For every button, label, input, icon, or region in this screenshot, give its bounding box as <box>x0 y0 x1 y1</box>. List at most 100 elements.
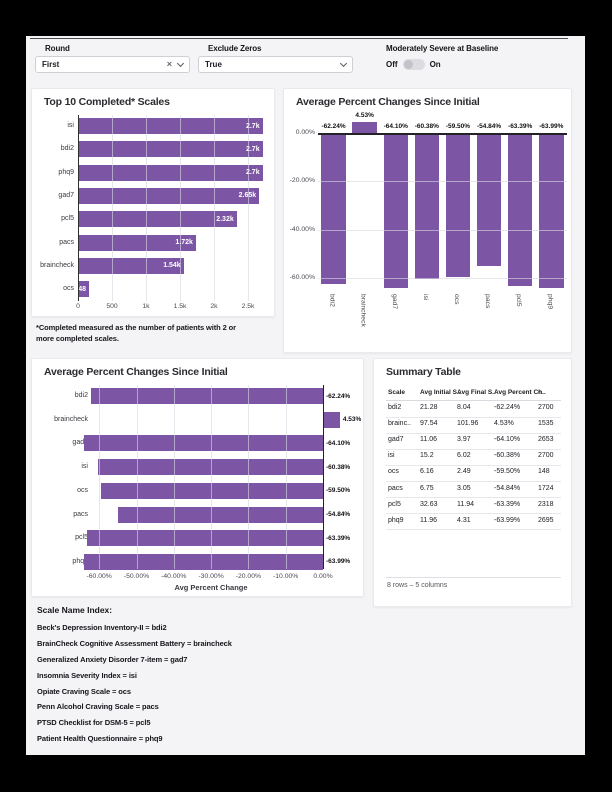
bar[interactable] <box>414 133 440 280</box>
summary-table-card: Summary Table Scale Avg Initial S.. Avg Fi… <box>373 358 572 607</box>
bar[interactable] <box>321 133 346 284</box>
table-cell: 15.2 <box>420 452 434 460</box>
bar[interactable] <box>90 388 323 404</box>
x-tick-label: bdi2 <box>328 294 336 307</box>
bar[interactable] <box>323 411 340 428</box>
bar-value-label: -54.84% <box>476 123 502 130</box>
table-cell: 6.75 <box>420 484 434 492</box>
zero-line <box>323 385 324 569</box>
bar[interactable]: 2.7k <box>79 118 263 134</box>
bar[interactable] <box>86 530 323 547</box>
round-dropdown-value: First <box>42 60 60 69</box>
bar-value-label: -62.24% <box>326 392 351 400</box>
bar[interactable]: 2.7k <box>79 141 263 158</box>
exclude-zeros-label: Exclude Zeros <box>208 44 262 53</box>
bar-value-label: 4.53% <box>355 112 374 120</box>
y-tick-label: 0.00% <box>295 129 315 136</box>
chevron-down-icon[interactable] <box>339 59 348 68</box>
baseline-severity-label: Moderately Severe at Baseline <box>386 44 499 53</box>
row-separator <box>386 432 561 434</box>
x-tick-label: pcl5 <box>515 294 523 307</box>
x-tick-label: -40.00% <box>161 573 187 580</box>
gridline <box>248 115 249 301</box>
y-tick-label: phq9 <box>58 168 74 176</box>
chart-title: Top 10 Completed* Scales <box>44 96 170 108</box>
table-cell: bdi2 <box>388 404 402 411</box>
table-header-cell: Avg Final S.. <box>457 389 496 396</box>
table-cell: isi <box>388 452 395 460</box>
table-cell: 2318 <box>538 500 554 508</box>
clear-icon[interactable]: × <box>166 59 172 69</box>
bar[interactable] <box>97 459 323 476</box>
header-divider <box>30 38 568 39</box>
dashboard-page: Round First × Exclude Zeros True Moderat… <box>26 36 585 755</box>
bar[interactable] <box>383 133 408 289</box>
bar[interactable] <box>507 133 533 287</box>
index-item: BrainCheck Cognitive Assessment Battery … <box>37 638 232 648</box>
gridline <box>318 229 567 231</box>
y-tick-label: gad7 <box>72 439 88 447</box>
bar[interactable] <box>84 553 323 570</box>
completed-footnote: *Completed measured as the number of pat… <box>36 323 236 343</box>
bar[interactable]: 148 <box>79 281 90 298</box>
x-tick-label: -50.00% <box>123 573 150 580</box>
x-tick-label: braincheck <box>359 294 367 327</box>
bar-value-label: -54.84% <box>326 511 351 518</box>
table-cell: 8.04 <box>457 404 471 411</box>
bar[interactable] <box>539 133 564 288</box>
round-dropdown[interactable]: First × <box>35 56 190 73</box>
table-cell: 4.31 <box>457 516 471 524</box>
x-tick-label: 2.5k <box>241 303 255 310</box>
bar[interactable] <box>118 506 323 523</box>
x-tick-label: isi <box>421 294 429 301</box>
toggle-knob-icon <box>403 60 413 69</box>
y-tick-label: braincheck <box>40 261 74 269</box>
chevron-down-icon[interactable] <box>176 59 185 68</box>
row-separator <box>386 464 561 466</box>
bar[interactable] <box>83 435 323 452</box>
gridline <box>173 385 175 569</box>
x-tick-label: -20.00% <box>235 573 262 580</box>
bar[interactable]: 2.65k <box>79 187 260 204</box>
gridline <box>146 115 147 301</box>
row-separator <box>386 497 561 498</box>
gridline <box>318 278 567 280</box>
bar-value-label: 4.53% <box>342 416 362 424</box>
y-tick-label: -40.00% <box>289 225 315 233</box>
y-tick-label: gad7 <box>58 191 74 199</box>
exclude-zeros-dropdown-value: True <box>205 60 222 69</box>
bar[interactable]: 2.7k <box>79 164 263 181</box>
baseline-toggle[interactable] <box>402 59 425 70</box>
chart-title: Average Percent Changes Since Initial <box>44 366 228 378</box>
y-tick-label: -20.00% <box>289 177 315 185</box>
bar[interactable] <box>445 133 471 277</box>
pct-change-horizontal-chart: -60.00% -50.00% -40.00% -30.00% -20.00% -10.0… <box>32 359 363 596</box>
gridline <box>214 115 215 301</box>
y-tick-label: pacs <box>59 238 74 246</box>
bar[interactable]: 2.32k <box>79 211 237 228</box>
x-tick-label: 1.5k <box>173 303 187 310</box>
index-item: Opiate Craving Scale = ocs <box>37 686 131 696</box>
bar[interactable]: 1.54k <box>79 257 184 274</box>
exclude-zeros-dropdown[interactable]: True <box>198 56 353 73</box>
table-cell: 11.96 <box>420 516 437 524</box>
bar-value-label: -63.39% <box>326 534 351 542</box>
bar[interactable]: 1.72k <box>79 234 196 251</box>
zero-line <box>318 133 567 135</box>
x-tick-label: 500 <box>106 303 118 310</box>
bar[interactable] <box>352 122 377 133</box>
table-cell: -60.38% <box>494 452 521 460</box>
row-separator <box>386 529 561 531</box>
table-cell: phq9 <box>388 516 404 524</box>
toggle-on-label: On <box>429 60 441 69</box>
table-cell: 21.28 <box>420 404 438 411</box>
table-cell: 101.96 <box>457 420 479 428</box>
table-cell: 148 <box>538 468 550 476</box>
gridline <box>318 181 567 183</box>
pct-change-vertical-card: Average Percent Changes Since Initial 0.… <box>283 88 572 353</box>
bar[interactable] <box>476 133 502 266</box>
x-tick-label: -60.00% <box>86 573 112 580</box>
toggle-off-label: Off <box>386 60 398 69</box>
x-tick-label: -30.00% <box>198 573 224 580</box>
index-item: PTSD Checklist for DSM-5 = pcl5 <box>37 718 151 728</box>
